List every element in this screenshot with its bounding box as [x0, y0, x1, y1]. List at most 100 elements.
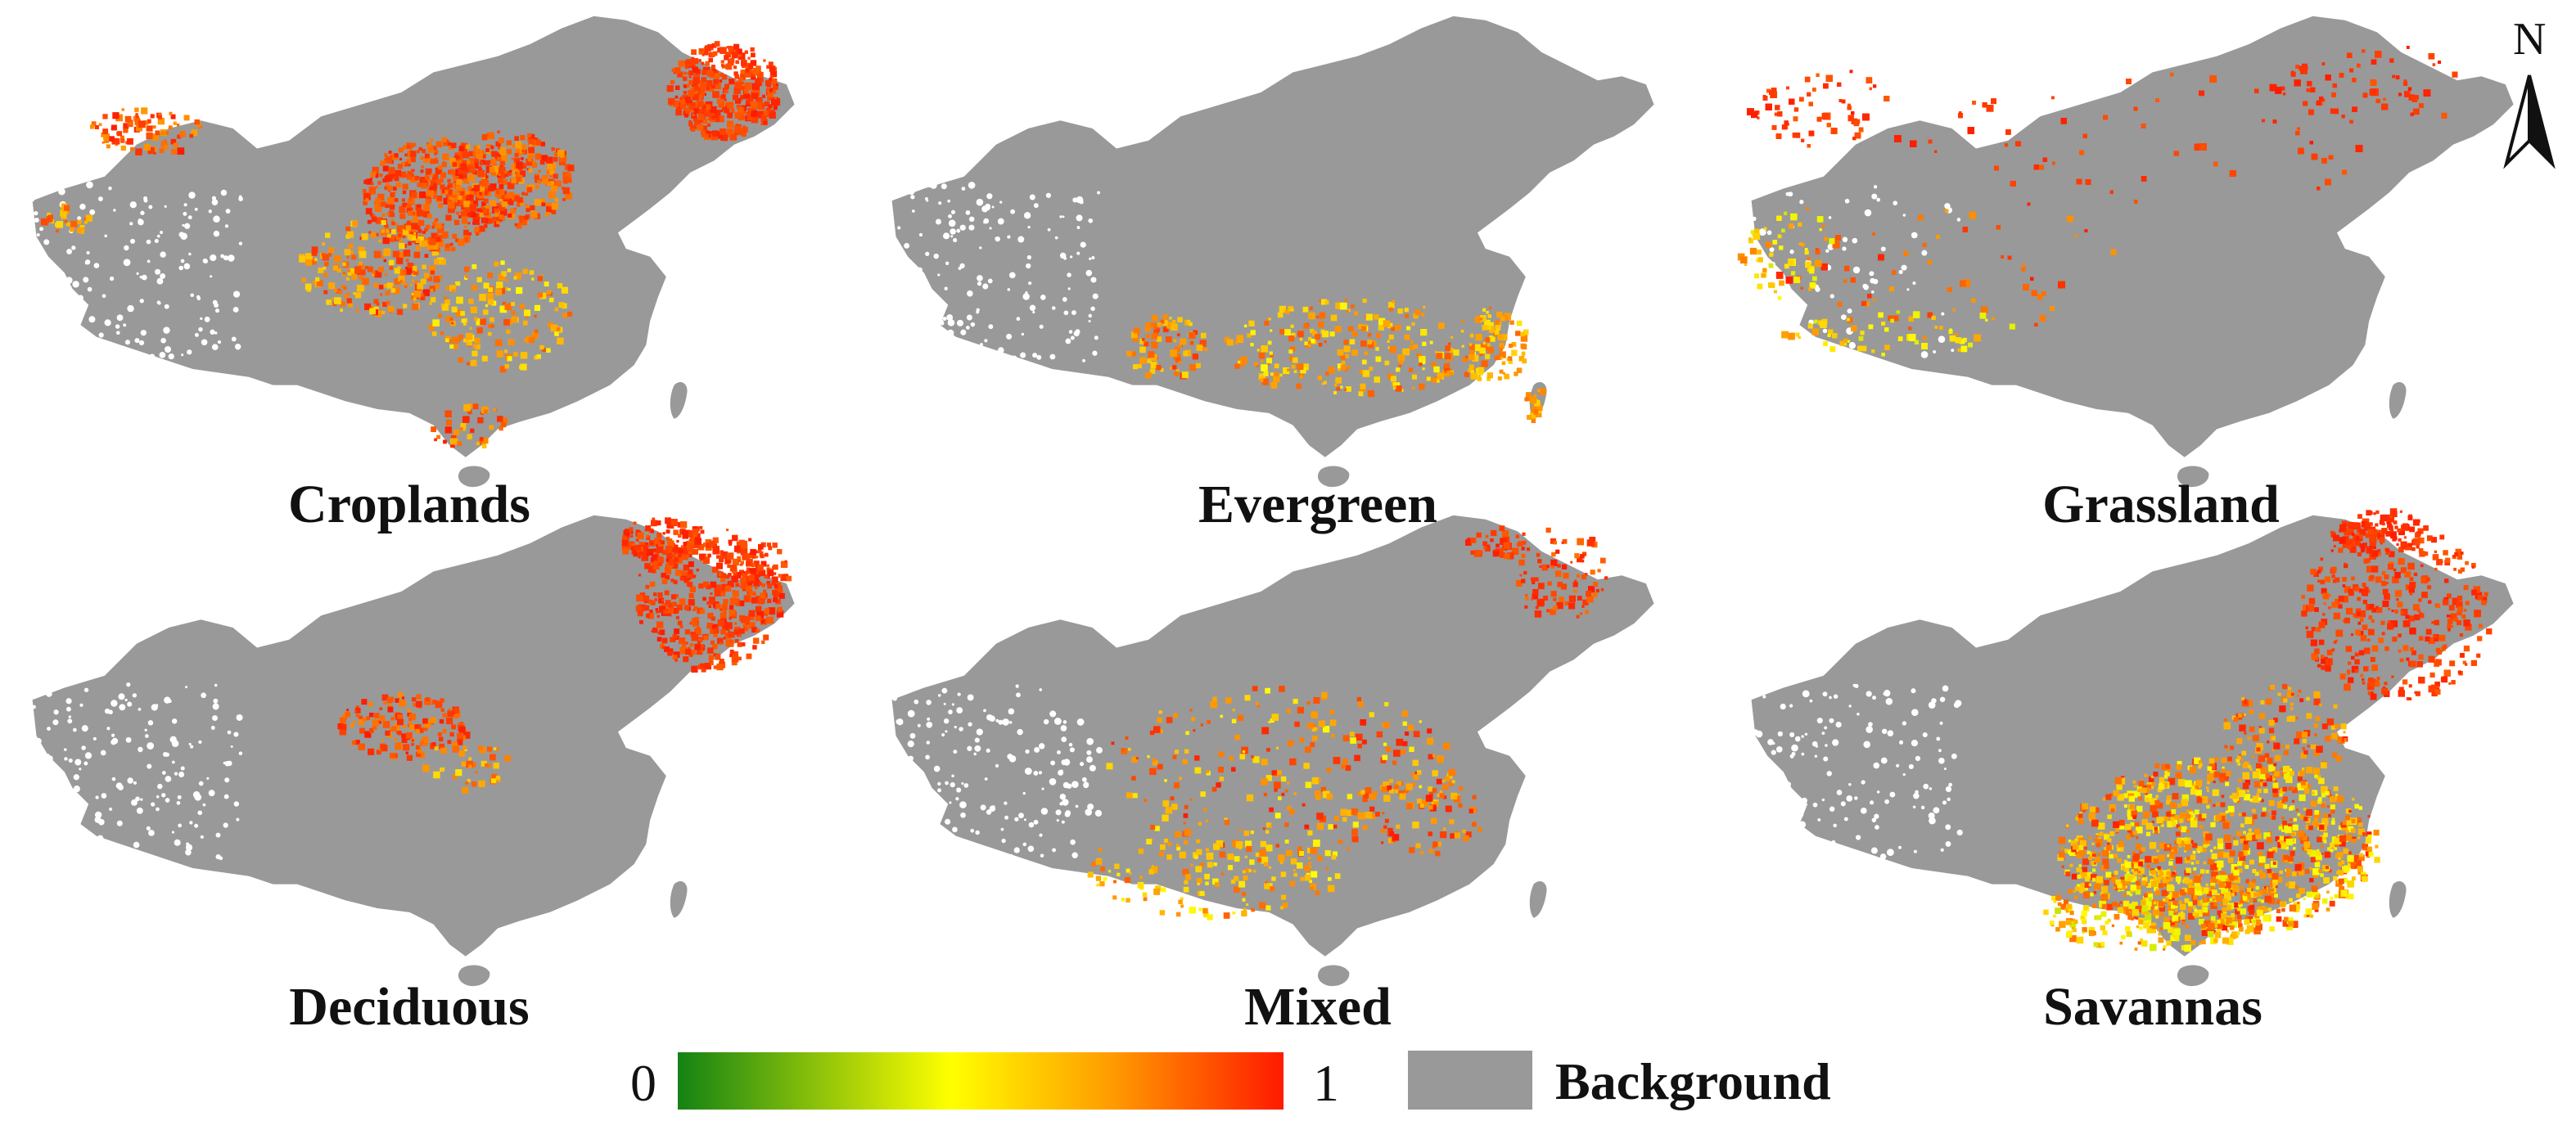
map-probability-cell	[755, 79, 762, 87]
map-probability-cell	[463, 404, 471, 412]
map-probability-cell	[430, 138, 433, 142]
map-probability-cell	[1507, 356, 1513, 361]
map-probability-cell	[726, 120, 734, 128]
map-probability-cell	[549, 170, 554, 175]
map-gap-speck	[98, 332, 104, 338]
map-probability-cell	[762, 94, 766, 98]
map-gap-speck	[1020, 352, 1026, 358]
map-probability-cell	[1768, 263, 1774, 268]
map-probability-cell	[452, 162, 458, 167]
map-probability-cell	[1475, 334, 1482, 341]
map-probability-cell	[323, 290, 328, 295]
map-probability-cell	[498, 178, 503, 184]
map-gap-speck	[1874, 185, 1878, 189]
map-probability-cell	[1821, 113, 1829, 119]
map-gap-speck	[950, 209, 956, 214]
map-probability-cell	[1153, 329, 1159, 335]
map-probability-cell	[1807, 287, 1811, 291]
map-probability-cell	[334, 297, 341, 304]
map-probability-cell	[1511, 349, 1518, 356]
map-gap-speck	[961, 187, 966, 191]
map-probability-cell	[506, 140, 512, 146]
map-probability-cell	[479, 437, 484, 441]
map-gap-speck	[1871, 290, 1874, 294]
map-gap-speck	[970, 322, 976, 327]
map-probability-cell	[397, 252, 404, 259]
map-probability-cell	[389, 259, 395, 266]
map-probability-cell	[1862, 113, 1870, 121]
map-probability-cell	[1258, 352, 1265, 359]
map-gap-speck	[190, 293, 194, 297]
map-probability-cell	[1373, 314, 1379, 320]
map-probability-cell	[767, 94, 774, 101]
map-probability-cell	[401, 281, 406, 286]
map-probability-cell	[2058, 281, 2065, 289]
map-probability-cell	[434, 160, 439, 164]
map-probability-cell	[1781, 124, 1787, 130]
map-probability-cell	[1284, 329, 1291, 336]
map-probability-cell	[1521, 351, 1526, 356]
map-gap-speck	[164, 205, 167, 208]
map-probability-cell	[1261, 359, 1264, 362]
map-probability-cell	[444, 299, 450, 305]
map-probability-cell	[456, 178, 462, 186]
map-probability-cell	[499, 184, 504, 189]
map-probability-cell	[490, 146, 494, 150]
map-gap-speck	[1870, 277, 1875, 284]
map-probability-cell	[540, 274, 544, 277]
map-probability-cell	[428, 324, 435, 331]
map-probability-cell	[450, 435, 457, 441]
map-probability-cell	[376, 302, 380, 306]
map-probability-cell	[399, 269, 407, 276]
map-probability-cell	[198, 125, 202, 129]
map-probability-cell	[1824, 236, 1828, 241]
map-probability-cell	[2333, 108, 2339, 115]
map-probability-cell	[491, 216, 498, 223]
map-probability-cell	[460, 210, 467, 217]
map-probability-cell	[1533, 394, 1537, 398]
map-probability-cell	[1351, 349, 1358, 356]
map-probability-cell	[1799, 97, 1804, 102]
map-probability-cell	[2213, 161, 2218, 167]
map-probability-cell	[555, 180, 562, 187]
map-probability-cell	[1974, 334, 1981, 342]
map-probability-cell	[1890, 318, 1894, 323]
map-probability-cell	[1516, 320, 1523, 326]
map-probability-cell	[455, 158, 459, 162]
map-probability-cell	[1422, 361, 1426, 365]
map-probability-cell	[412, 303, 419, 310]
map-probability-cell	[733, 43, 740, 50]
map-probability-cell	[451, 322, 454, 325]
map-probability-cell	[498, 273, 506, 281]
map-probability-cell	[425, 224, 431, 230]
map-probability-cell	[515, 141, 522, 148]
map-probability-cell	[476, 442, 480, 446]
map-gap-speck	[912, 209, 915, 213]
map-probability-cell	[500, 209, 508, 216]
map-probability-cell	[434, 150, 439, 155]
map-probability-cell	[106, 144, 111, 149]
map-probability-cell	[1506, 358, 1510, 361]
map-probability-cell	[562, 176, 570, 183]
map-probability-cell	[534, 199, 541, 206]
map-gap-speck	[1026, 263, 1031, 269]
map-probability-cell	[743, 88, 749, 94]
map-probability-cell	[1814, 319, 1818, 324]
map-probability-cell	[719, 115, 724, 120]
map-probability-cell	[729, 47, 736, 55]
map-gap-speck	[1036, 354, 1042, 360]
map-probability-cell	[1486, 311, 1489, 314]
map-probability-cell	[1338, 368, 1341, 371]
map-probability-cell	[354, 292, 362, 299]
map-probability-cell	[2371, 59, 2377, 65]
map-probability-cell	[1968, 342, 1973, 348]
map-probability-cell	[2325, 74, 2331, 81]
map-gap-speck	[1822, 328, 1828, 333]
map-probability-cell	[536, 353, 542, 359]
map-probability-cell	[1784, 120, 1789, 125]
map-probability-cell	[713, 79, 719, 85]
map-gap-speck	[178, 823, 182, 828]
map-probability-cell	[500, 156, 506, 162]
map-probability-cell	[1477, 367, 1485, 374]
map-probability-cell	[1402, 348, 1410, 356]
